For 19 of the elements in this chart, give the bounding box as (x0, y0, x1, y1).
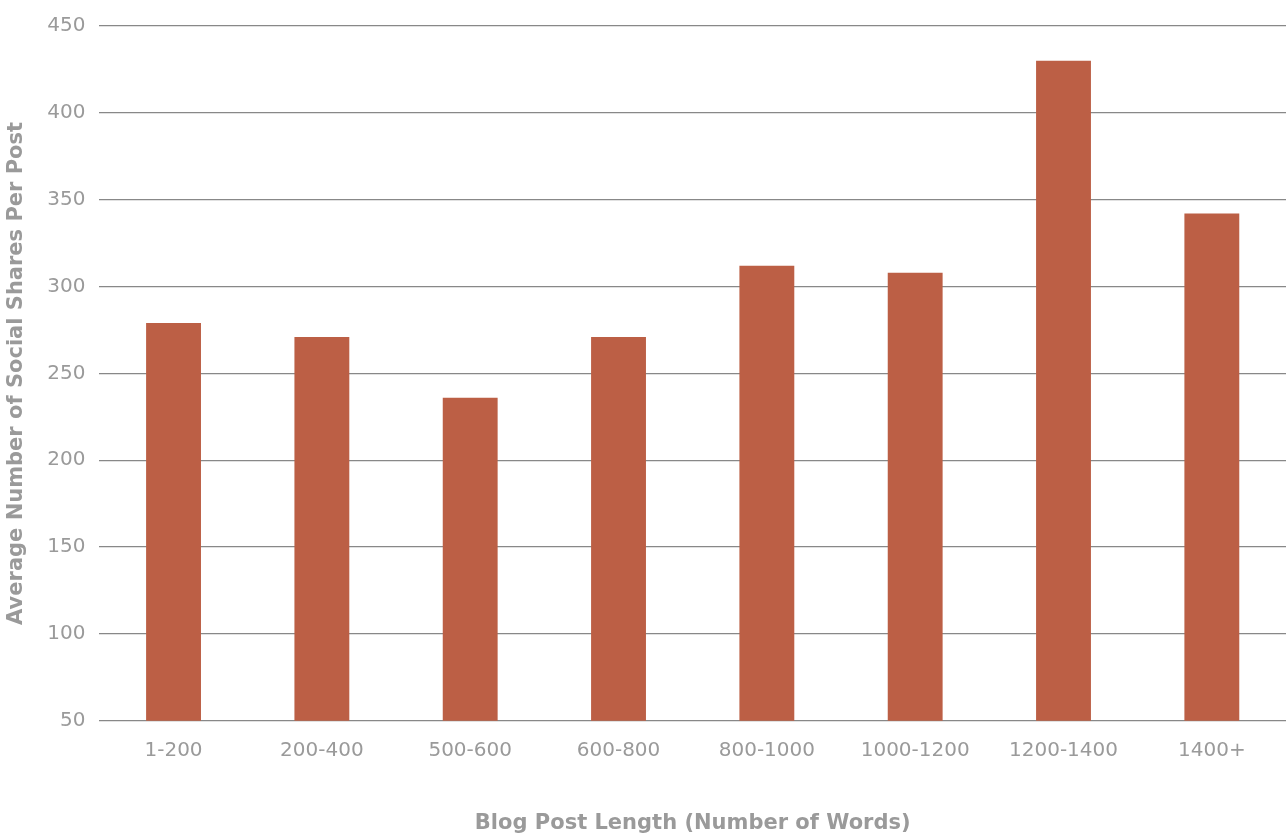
y-tick-label: 300 (47, 272, 86, 297)
x-tick-label: 1400+ (1178, 737, 1246, 761)
x-tick-label: 1200-1400 (1009, 737, 1119, 761)
x-tick-label: 200-400 (280, 737, 364, 761)
y-tick-label: 400 (47, 99, 86, 124)
y-tick-label: 150 (47, 533, 86, 558)
y-tick-label: 250 (47, 359, 86, 384)
y-tick-label: 50 (59, 707, 86, 731)
x-axis-title: Blog Post Length (Number of Words) (474, 809, 911, 834)
x-tick-label: 800-1000 (718, 737, 815, 761)
y-tick-label: 200 (47, 446, 86, 471)
y-tick-label: 350 (47, 185, 86, 210)
y-tick-label: 450 (47, 12, 86, 37)
x-tick-label: 1-200 (144, 737, 203, 761)
y-tick-label: 100 (47, 620, 86, 645)
x-tick-label: 1000-1200 (860, 737, 970, 761)
x-tick-label: 600-800 (576, 737, 661, 761)
y-axis-title: Average Number of Social Shares Per Post (3, 121, 28, 625)
x-tick-label: 500-600 (428, 737, 512, 761)
